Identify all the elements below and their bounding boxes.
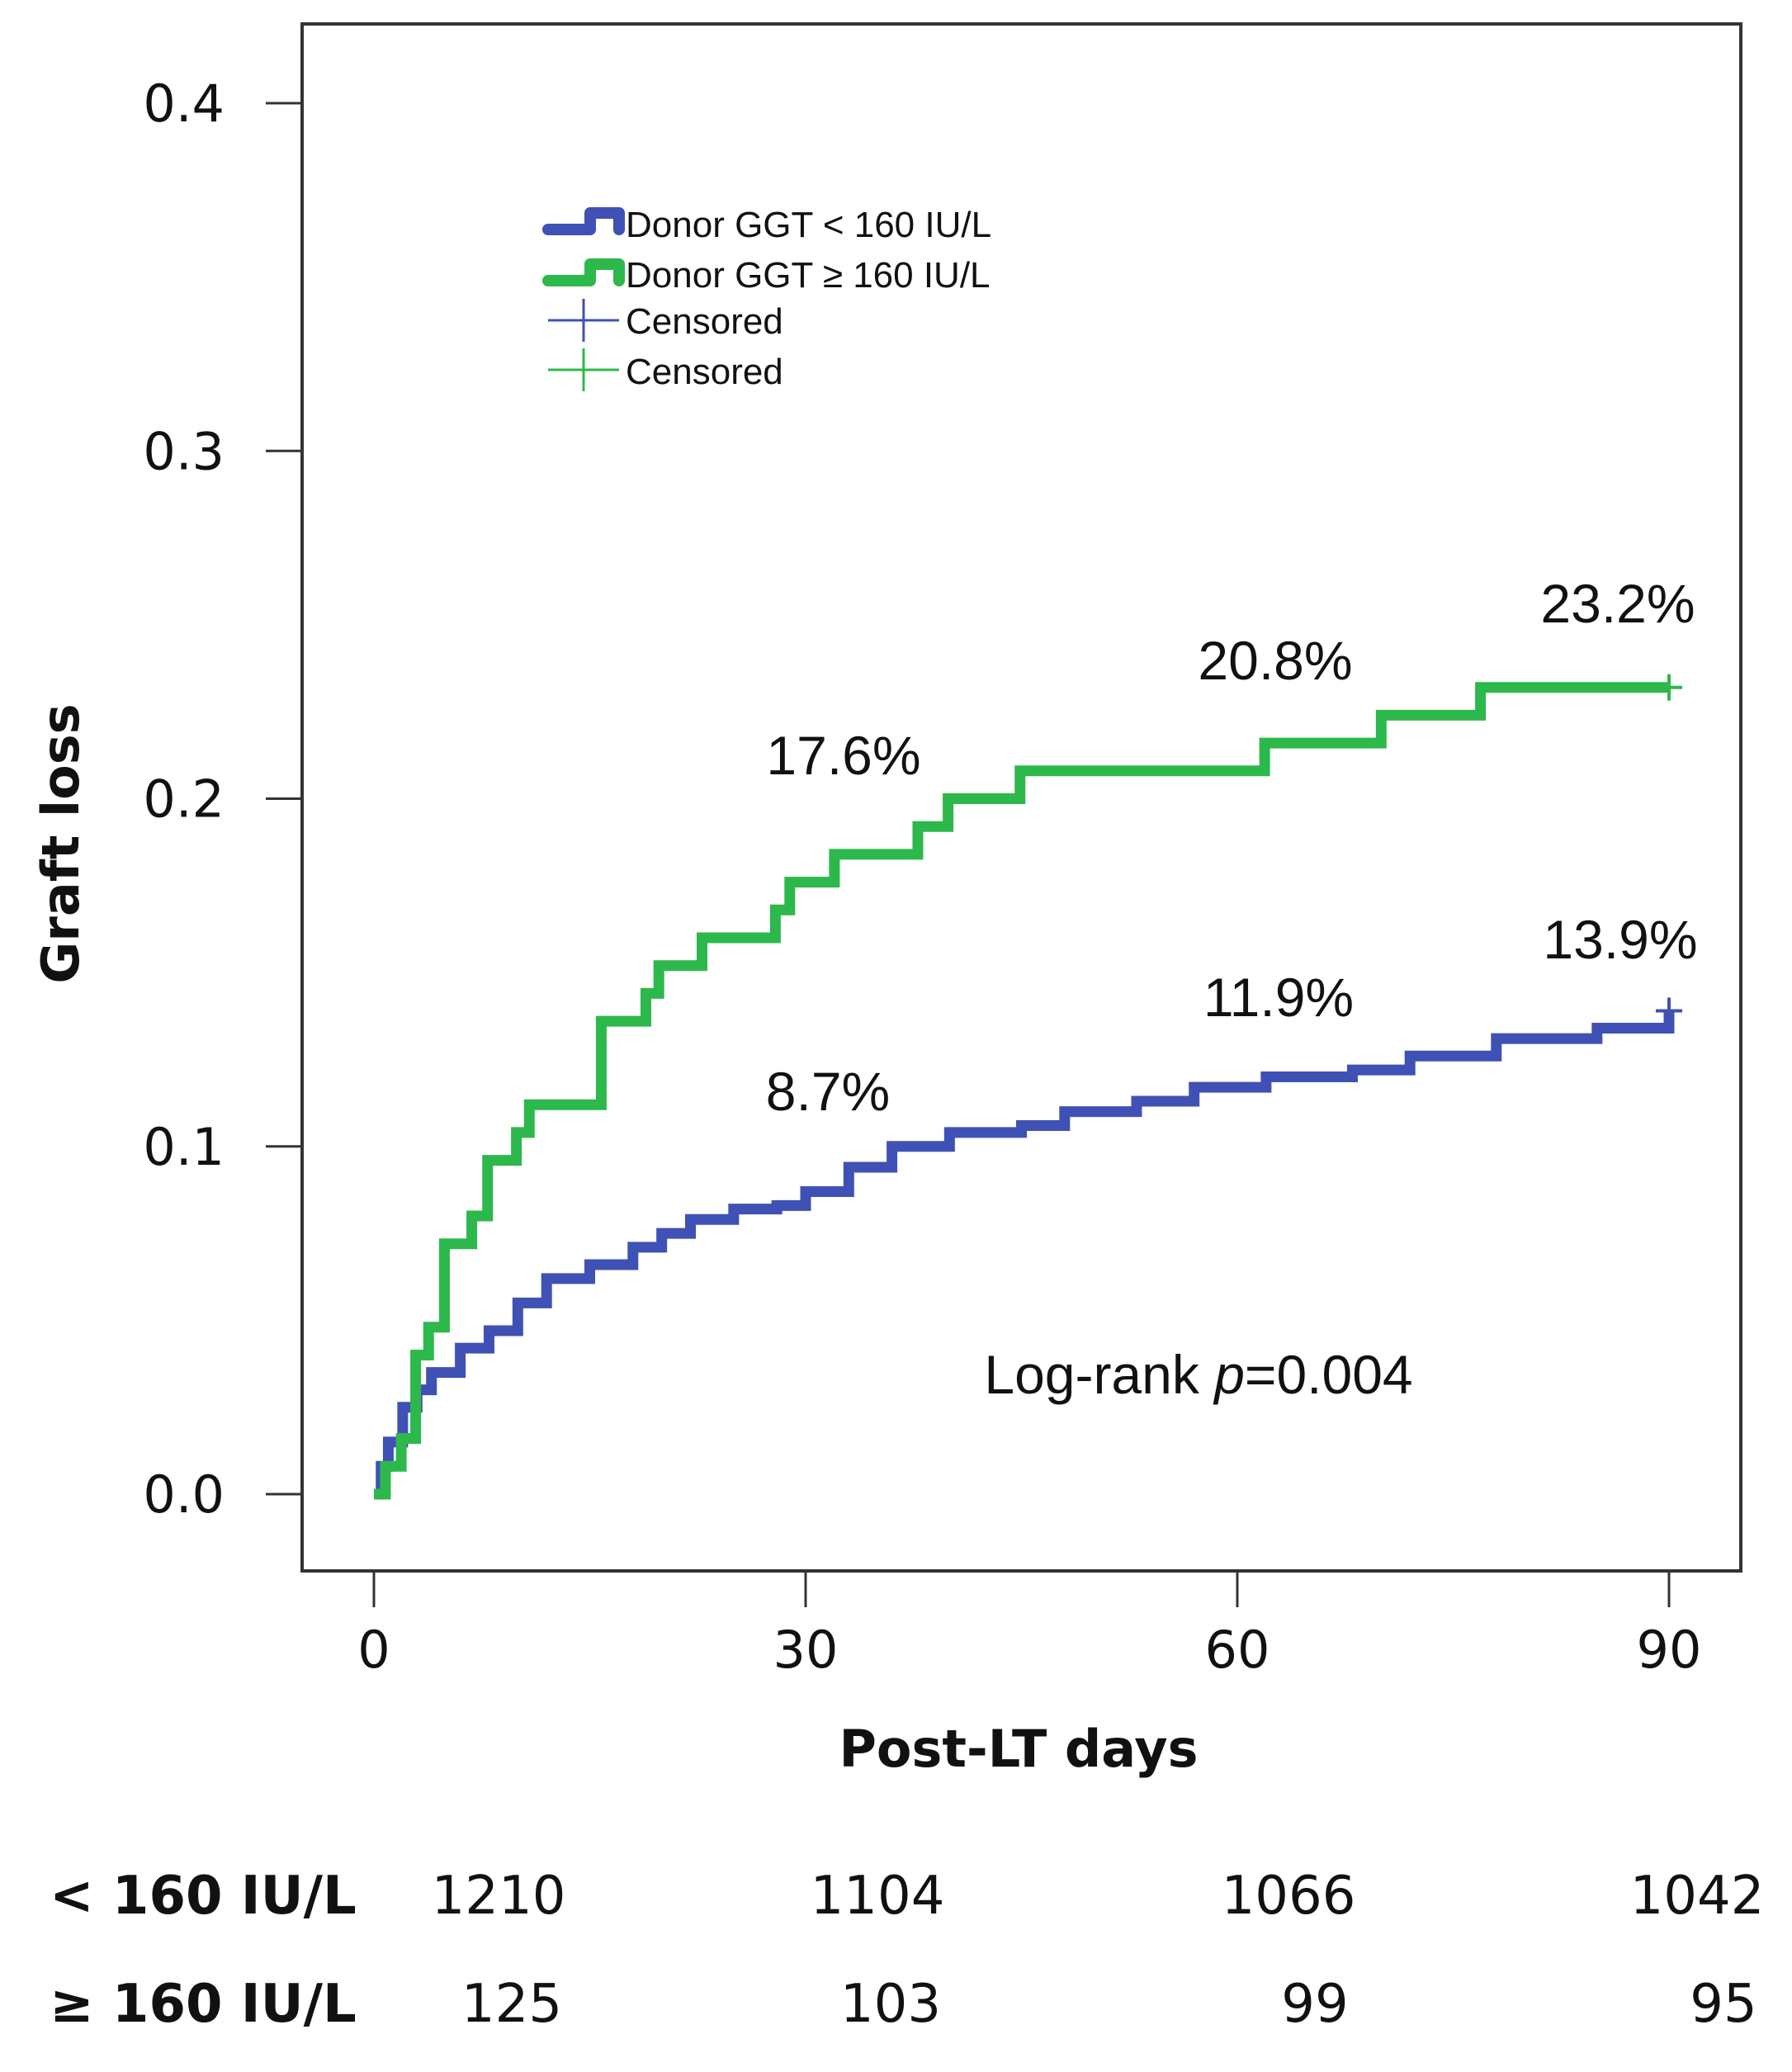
risk-row-label-low: < 160 IU/L [50, 1866, 357, 1927]
annotation-high-90: 23.2% [1540, 573, 1695, 634]
risk-value: 99 [1281, 1974, 1348, 2035]
annotation-low-30: 8.7% [766, 1061, 890, 1122]
risk-value: 1104 [811, 1866, 945, 1927]
y-tick-label: 0.4 [143, 73, 225, 134]
x-tick-label: 60 [1205, 1620, 1270, 1680]
x-tick-label: 90 [1637, 1620, 1702, 1680]
legend-label-censored-high: Censored [626, 352, 783, 392]
legend: Donor GGT < 160 IU/L Donor GGT ≥ 160 IU/… [542, 205, 991, 392]
censor-mark [1656, 997, 1682, 1024]
y-tick-label: 0.3 [143, 421, 225, 481]
risk-value: 103 [840, 1974, 941, 2035]
legend-swatch-high [542, 258, 625, 286]
logrank-label: Log-rank p=0.004 [984, 1344, 1412, 1405]
x-axis-title: Post-LT days [839, 1719, 1198, 1779]
y-tick-label: 0.0 [143, 1464, 225, 1525]
legend-label-high: Donor GGT ≥ 160 IU/L [626, 255, 991, 296]
risk-value: 125 [461, 1974, 562, 2035]
legend-censored-low-icon [548, 299, 619, 342]
legend-swatch-low [542, 207, 625, 235]
risk-table: < 160 IU/L 1210 1104 1066 1042 ≥ 160 IU/… [50, 1866, 1764, 2035]
y-tick-label: 0.1 [143, 1117, 225, 1177]
risk-value: 95 [1690, 1974, 1757, 2035]
x-tick-label: 0 [357, 1620, 390, 1680]
risk-row-label-high: ≥ 160 IU/L [50, 1974, 357, 2035]
legend-label-low: Donor GGT < 160 IU/L [626, 205, 991, 245]
x-tick-label: 30 [773, 1620, 839, 1680]
annotation-high-30: 17.6% [766, 725, 920, 786]
censor-mark [1656, 674, 1682, 701]
risk-value: 1066 [1222, 1866, 1356, 1927]
annotation-low-60: 11.9% [1203, 967, 1354, 1028]
risk-value: 1210 [432, 1866, 566, 1927]
y-axis-title: Graft loss [31, 703, 91, 983]
legend-censored-high-icon [548, 348, 619, 391]
annotation-high-60: 20.8% [1198, 630, 1352, 691]
km-curve-high-ggt [374, 682, 1669, 1500]
annotation-low-90: 13.9% [1543, 909, 1697, 970]
y-tick-label: 0.2 [143, 769, 225, 830]
risk-value: 1042 [1630, 1866, 1765, 1927]
km-curve-low-ggt [374, 1010, 1675, 1500]
legend-label-censored-low: Censored [626, 301, 783, 342]
